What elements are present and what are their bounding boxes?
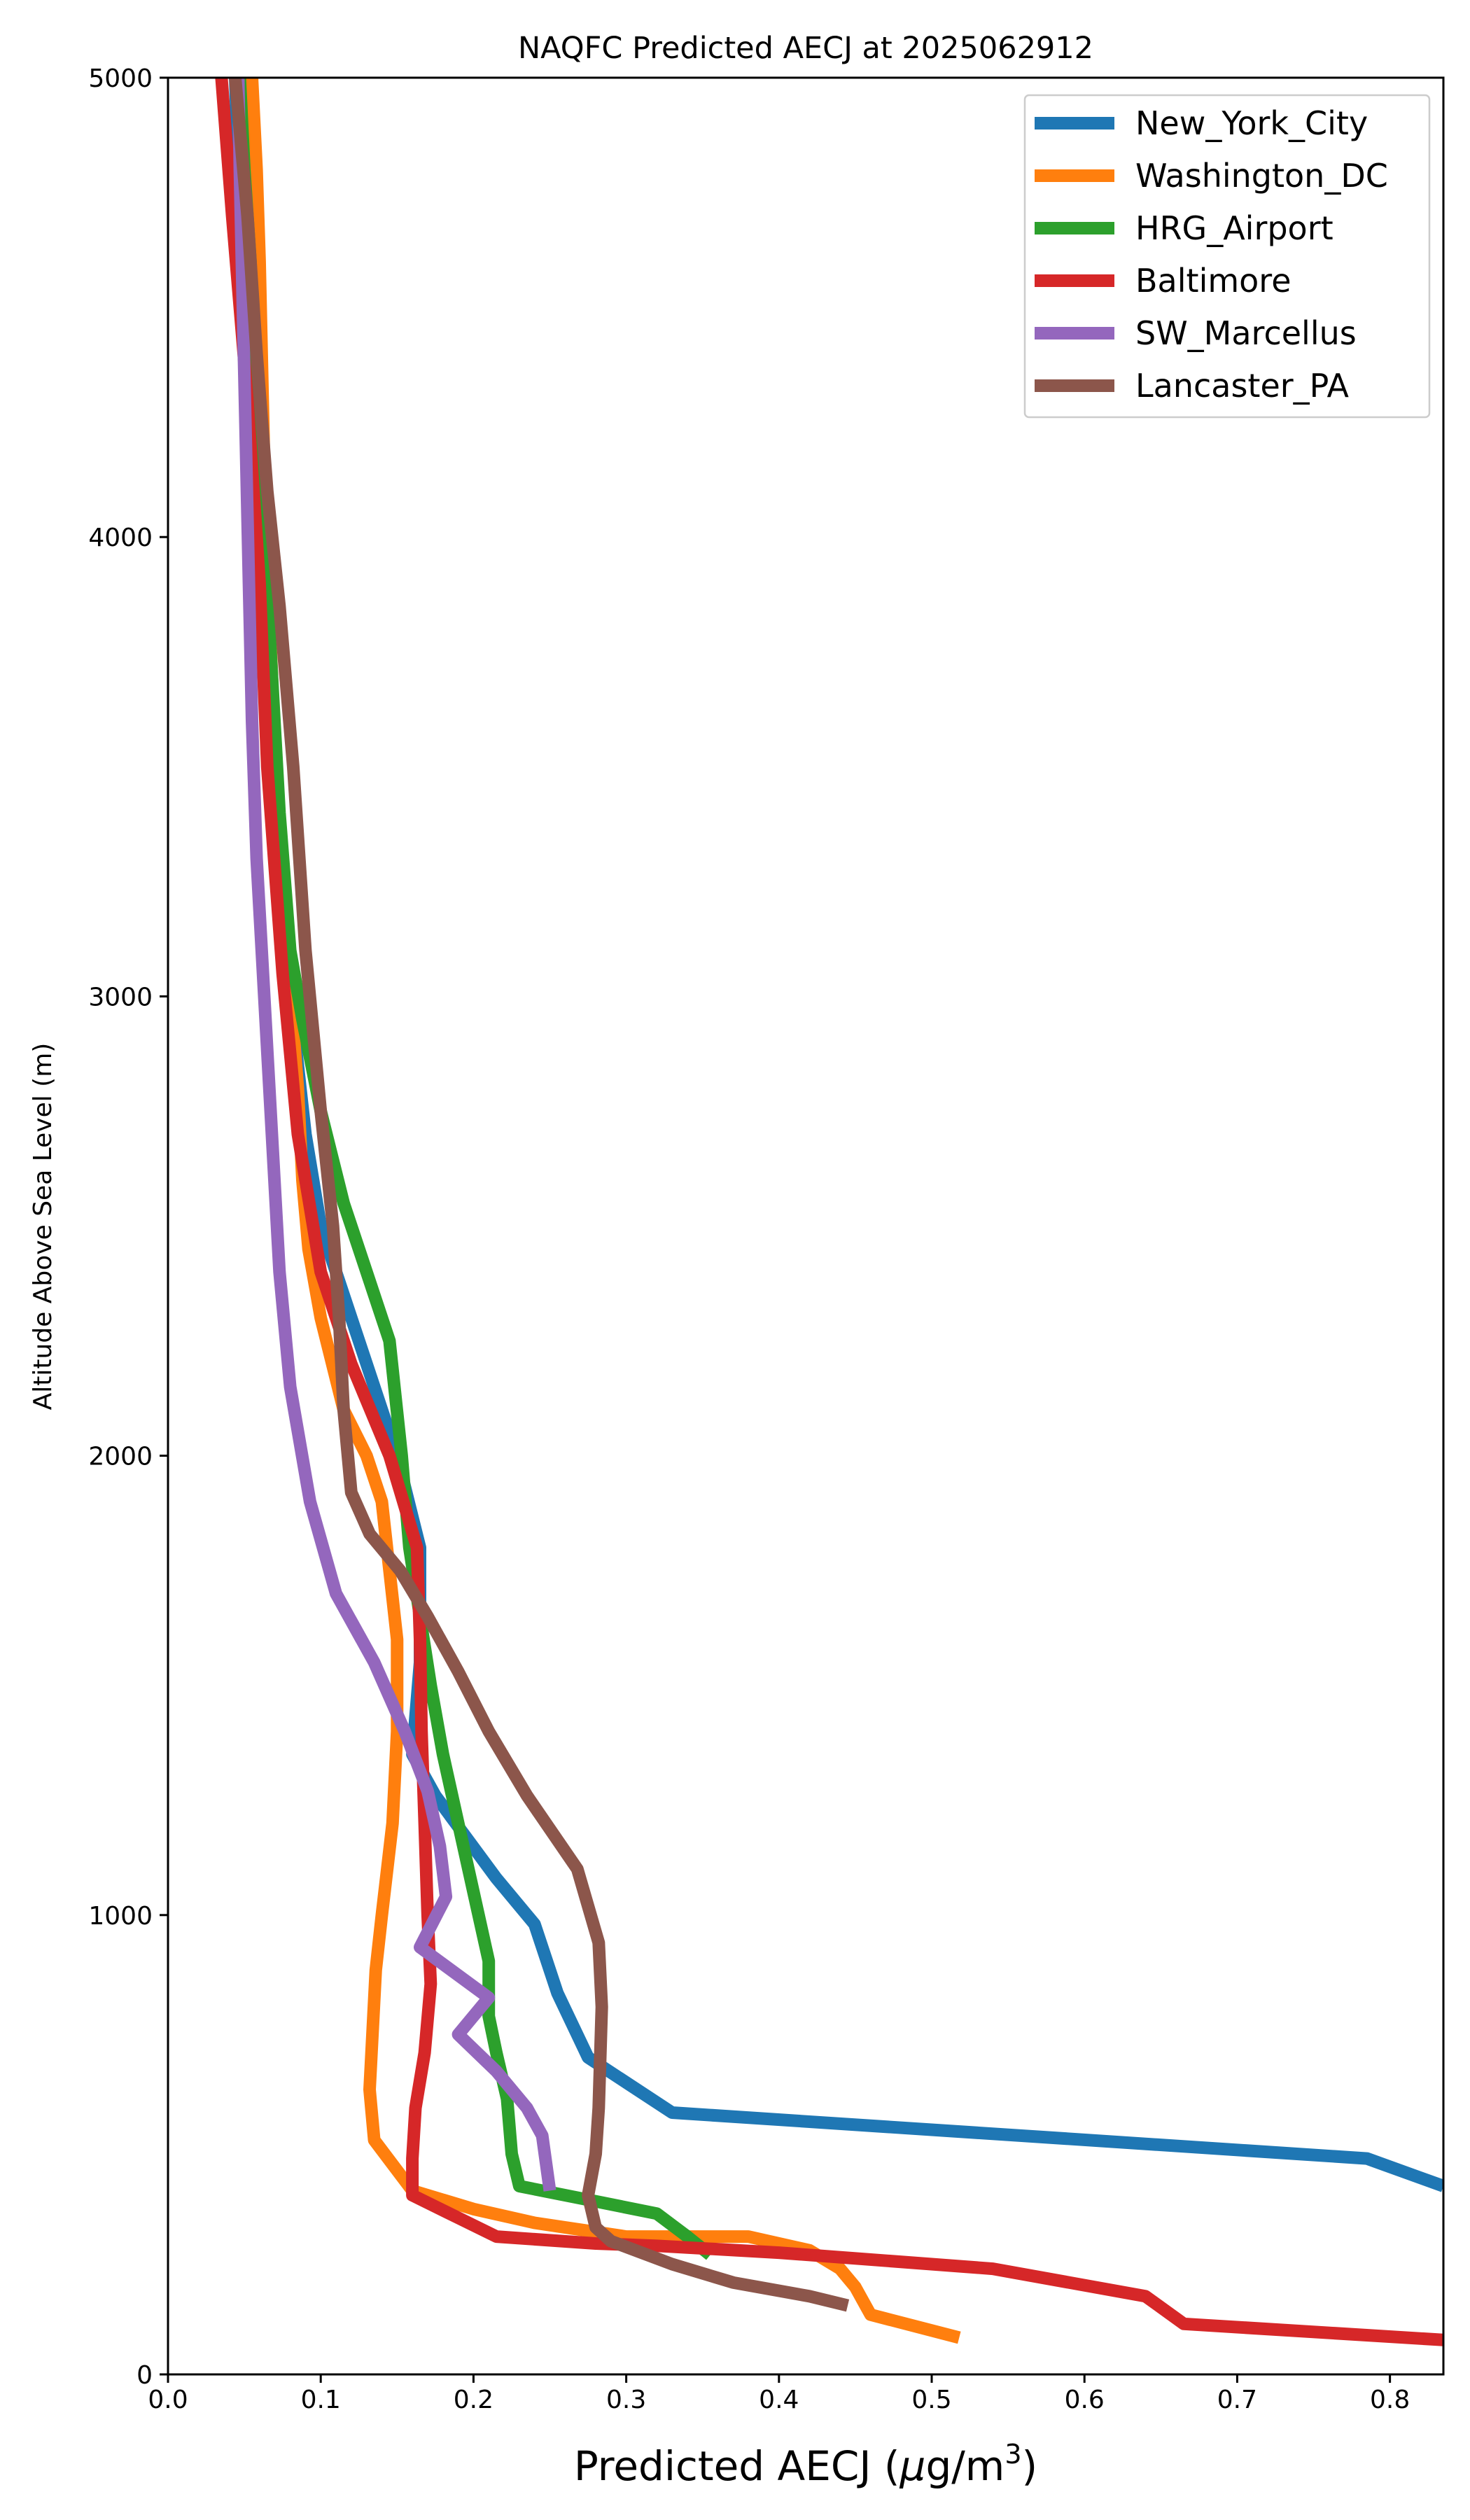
x-tick-label: 0.8 <box>1370 2386 1410 2414</box>
x-tick-label: 0.0 <box>148 2386 188 2414</box>
x-axis-label-mu: μ <box>899 2442 926 2490</box>
x-axis-label-superscript: 3 <box>1004 2439 1021 2470</box>
legend-label-baltimore: Baltimore <box>1135 262 1292 300</box>
x-axis: 0.0 0.1 0.2 0.3 0.4 0.5 0.6 0.7 0.8 <box>148 2374 1410 2414</box>
series-line-baltimore <box>215 78 1443 2346</box>
legend-box <box>1023 94 1431 419</box>
legend-label-hrg-airport: HRG_Airport <box>1135 209 1334 247</box>
y-tick-label: 2000 <box>88 1443 153 1471</box>
chart-title: NAQFC Predicted AECJ at 2025062912 <box>518 31 1093 66</box>
x-tick-label: 0.5 <box>911 2386 951 2414</box>
y-tick-label: 4000 <box>88 524 153 552</box>
y-tick-label: 5000 <box>88 64 153 93</box>
series-layer <box>215 78 1443 2346</box>
y-axis-label: Altitude Above Sea Level (m) <box>29 1043 57 1410</box>
legend-label-sw-marcellus: SW_Marcellus <box>1135 314 1357 352</box>
y-tick-label: 3000 <box>88 983 153 1011</box>
series-line-sw-marcellus <box>232 78 556 2192</box>
x-tick-label: 0.2 <box>454 2386 493 2414</box>
x-axis-label: Predicted AECJ (μg/m3) <box>574 2439 1037 2490</box>
x-axis-label-close: ) <box>1022 2442 1038 2490</box>
series-line-lancaster-pa <box>229 78 850 2312</box>
y-tick-label: 0 <box>136 2361 153 2390</box>
x-tick-label: 0.1 <box>301 2386 341 2414</box>
y-axis: 0 1000 2000 3000 4000 5000 <box>88 64 168 2390</box>
x-tick-label: 0.4 <box>759 2386 799 2414</box>
plot-frame <box>167 76 1445 2376</box>
x-axis-label-unit: g/m <box>925 2442 1004 2490</box>
x-tick-label: 0.6 <box>1065 2386 1105 2414</box>
legend-label-new-york-city: New_York_City <box>1135 104 1368 142</box>
x-tick-label: 0.7 <box>1217 2386 1257 2414</box>
legend-label-lancaster-pa: Lancaster_PA <box>1135 367 1349 405</box>
legend-label-washington-dc: Washington_DC <box>1135 157 1388 195</box>
legend: New_York_City Washington_DC HRG_Airport Bal… <box>1023 94 1431 419</box>
x-axis-label-main: Predicted AECJ ( <box>574 2442 900 2490</box>
y-tick-label: 1000 <box>88 1902 153 1931</box>
x-tick-label: 0.3 <box>606 2386 646 2414</box>
